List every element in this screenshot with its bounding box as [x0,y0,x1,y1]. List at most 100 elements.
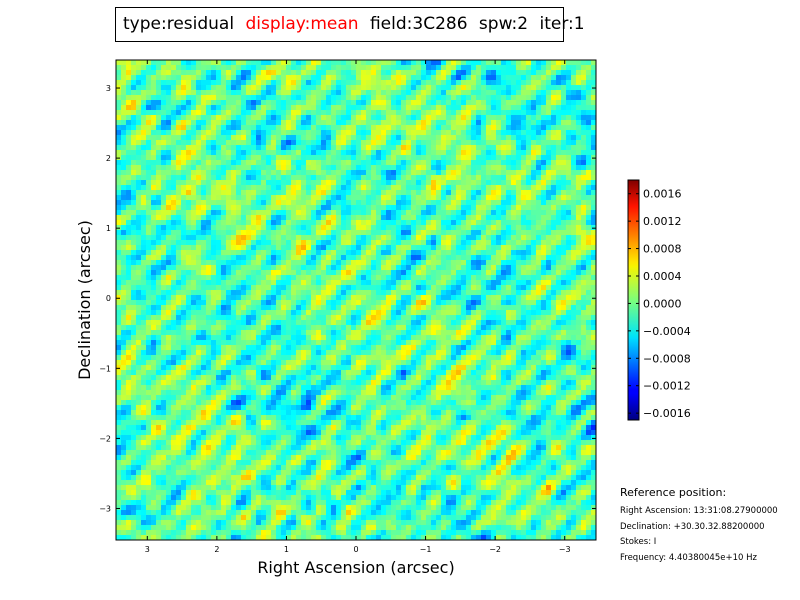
heatmap-cell [396,235,402,241]
heatmap-cell [541,185,547,191]
heatmap-cell [231,315,237,321]
heatmap-cell [316,80,322,86]
heatmap-cell [476,245,482,251]
heatmap-cell [536,225,542,231]
heatmap-cell [556,125,562,131]
heatmap-cell [586,240,592,246]
heatmap-cell [571,65,577,71]
heatmap-cell [141,185,147,191]
heatmap-cell [456,110,462,116]
heatmap-cell [171,75,177,81]
heatmap-cell [166,70,172,76]
heatmap-cell [401,100,407,106]
heatmap-cell [316,285,322,291]
heatmap-cell [381,260,387,266]
heatmap-cell [546,270,552,276]
heatmap-cell [576,220,582,226]
heatmap-cell [491,290,497,296]
heatmap-cell [266,90,272,96]
heatmap-cell [376,290,382,296]
heatmap-cell [251,60,257,66]
heatmap-cell [191,195,197,201]
heatmap-cell [346,300,352,306]
heatmap-cell [351,200,357,206]
heatmap-cell [336,120,342,126]
heatmap-cell [436,170,442,176]
heatmap-cell [366,190,372,196]
heatmap-cell [356,170,362,176]
heatmap-cell [166,190,172,196]
heatmap-cell [481,295,487,301]
heatmap-cell [246,150,252,156]
heatmap-cell [386,190,392,196]
heatmap-cell [121,275,127,281]
heatmap-cell [511,315,517,321]
heatmap-cell [196,300,202,306]
heatmap-cell [141,125,147,131]
heatmap-cell [161,190,167,196]
heatmap-cell [336,115,342,121]
heatmap-cell [561,175,567,181]
heatmap-cell [466,165,472,171]
heatmap-cell [371,265,377,271]
heatmap-cell [161,250,167,256]
heatmap-cell [216,265,222,271]
heatmap-cell [436,280,442,286]
heatmap-cell [511,60,517,66]
heatmap-cell [501,120,507,126]
heatmap-cell [366,300,372,306]
heatmap-cell [446,245,452,251]
heatmap-cell [471,225,477,231]
heatmap-cell [581,145,587,151]
heatmap-cell [301,265,307,271]
heatmap-cell [131,300,137,306]
heatmap-cell [411,110,417,116]
heatmap-cell [556,160,562,166]
heatmap-cell [246,210,252,216]
heatmap-cell [446,110,452,116]
heatmap-cell [531,160,537,166]
heatmap-cell [466,65,472,71]
heatmap-cell [491,80,497,86]
heatmap-cell [216,315,222,321]
heatmap-cell [566,310,572,316]
heatmap-cell [146,125,152,131]
heatmap-cell [336,125,342,131]
heatmap-cell [451,170,457,176]
heatmap-cell [286,210,292,216]
heatmap-cell [566,220,572,226]
heatmap-cell [156,315,162,321]
heatmap-cell [316,120,322,126]
heatmap-cell [141,235,147,241]
heatmap-cell [291,165,297,171]
heatmap-cell [446,165,452,171]
heatmap-cell [441,180,447,186]
heatmap-cell [481,110,487,116]
heatmap-cell [251,140,257,146]
heatmap-cell [576,105,582,111]
heatmap-cell [416,235,422,241]
heatmap-cell [251,295,257,301]
heatmap-cell [511,205,517,211]
heatmap-cell [556,280,562,286]
heatmap-cell [356,160,362,166]
heatmap-cell [126,130,132,136]
heatmap-cell [506,165,512,171]
heatmap-cell [366,125,372,131]
residual-image[interactable] [116,60,597,541]
heatmap-cell [276,210,282,216]
heatmap-cell [411,310,417,316]
heatmap-cell [531,235,537,241]
heatmap-cell [501,60,507,66]
heatmap-cell [121,60,127,66]
heatmap-cell [506,210,512,216]
heatmap-cell [126,185,132,191]
heatmap-cell [151,190,157,196]
heatmap-cell [376,130,382,136]
heatmap-cell [116,215,122,221]
heatmap-cell [571,80,577,86]
heatmap-cell [306,65,312,71]
heatmap-cell [461,95,467,101]
heatmap-cell [281,65,287,71]
heatmap-cell [346,170,352,176]
